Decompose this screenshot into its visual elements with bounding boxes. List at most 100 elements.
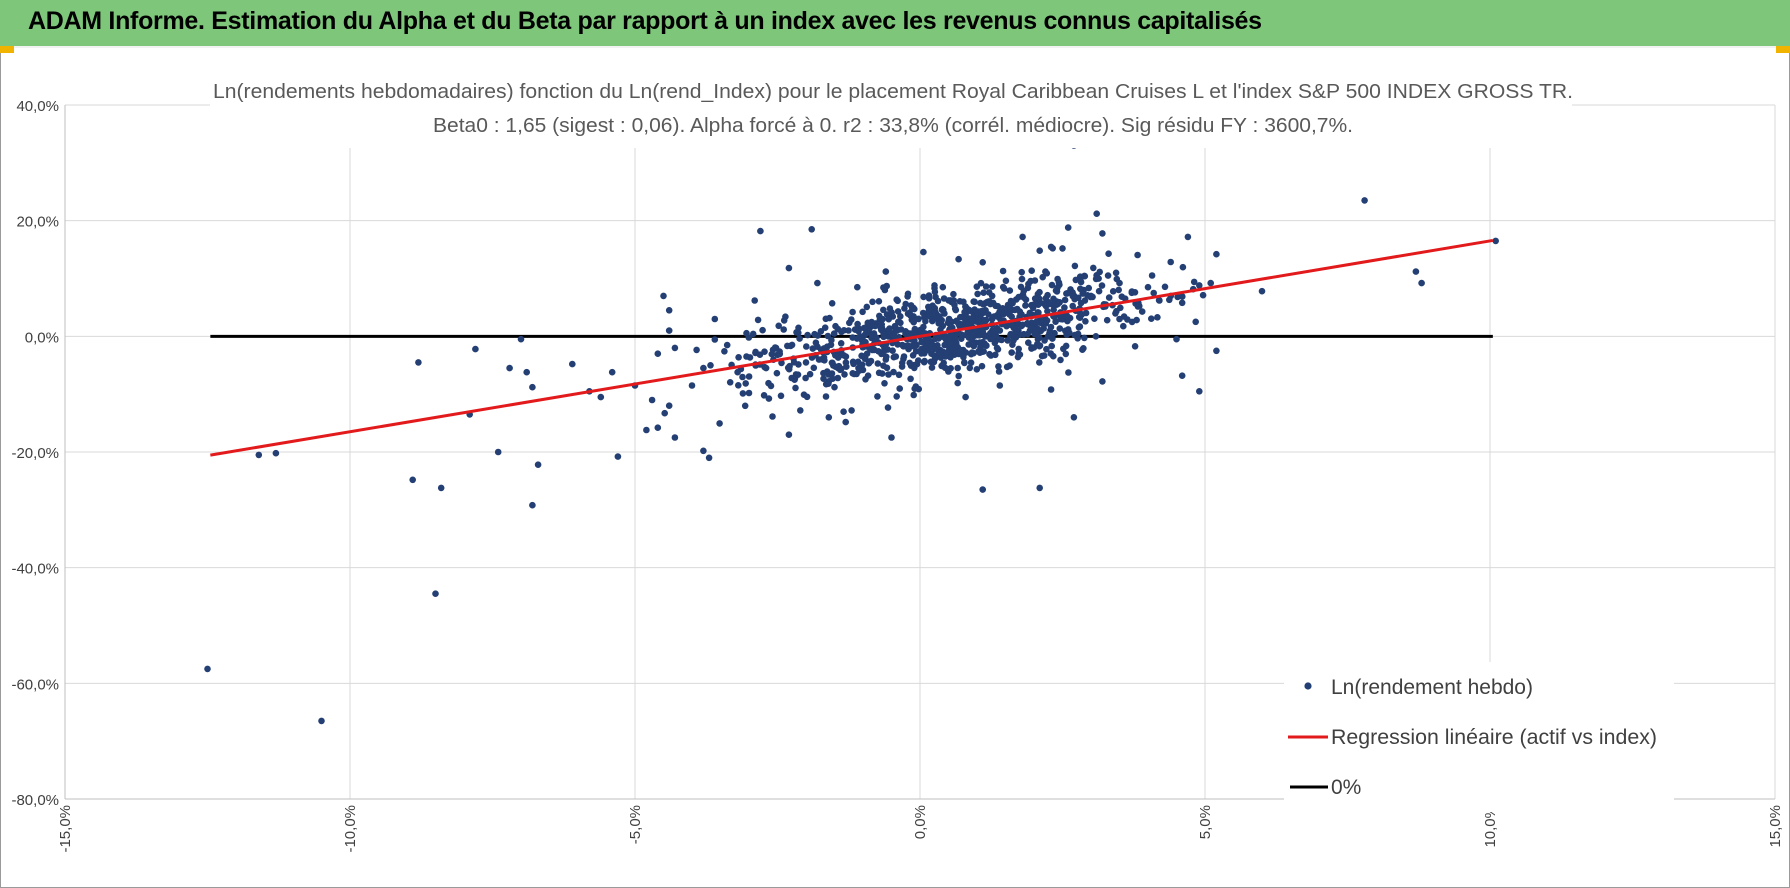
data-point — [749, 330, 757, 338]
data-point — [866, 320, 874, 328]
data-point — [1045, 300, 1053, 308]
data-point — [878, 321, 885, 328]
data-point — [1010, 337, 1017, 344]
data-point — [1025, 339, 1032, 347]
data-point — [871, 322, 879, 330]
data-point — [1150, 289, 1157, 297]
data-point — [825, 380, 832, 388]
data-point — [1075, 324, 1083, 331]
data-point — [842, 418, 849, 426]
y-tick-label: -80,0% — [11, 792, 59, 809]
data-point — [1071, 262, 1079, 270]
data-point — [968, 349, 976, 356]
data-point — [980, 289, 987, 297]
data-point — [968, 336, 975, 344]
data-point — [745, 373, 753, 380]
data-point — [769, 413, 776, 420]
data-point — [739, 373, 746, 381]
data-point — [1052, 287, 1060, 294]
data-point — [978, 362, 986, 370]
chart-title-block: Ln(rendements hebdomadaires) fonction du… — [210, 72, 1573, 148]
data-point — [960, 353, 967, 361]
legend-marker-points — [1304, 682, 1312, 690]
data-point — [792, 384, 799, 392]
data-point — [534, 461, 542, 469]
data-point — [1036, 359, 1043, 366]
data-point — [1048, 342, 1055, 350]
data-point — [859, 308, 866, 316]
data-point — [1050, 295, 1057, 303]
data-point — [1007, 332, 1014, 339]
data-point — [1047, 243, 1055, 251]
data-point — [936, 313, 943, 320]
data-point — [671, 434, 679, 441]
data-point — [1033, 318, 1040, 325]
data-point — [971, 298, 978, 306]
data-point — [907, 375, 914, 383]
data-point — [941, 341, 948, 349]
data-point — [1148, 272, 1156, 279]
data-point — [1022, 302, 1029, 309]
data-point — [803, 393, 811, 401]
data-point — [1065, 369, 1072, 376]
data-point — [1064, 317, 1071, 325]
data-point — [415, 359, 422, 366]
data-point — [1069, 302, 1076, 310]
data-point — [1178, 372, 1186, 380]
data-point — [880, 362, 887, 370]
data-point — [1018, 311, 1025, 318]
data-point — [995, 363, 1002, 370]
data-point — [822, 393, 830, 400]
data-point — [881, 286, 889, 294]
data-point — [1074, 330, 1082, 338]
data-point — [1184, 233, 1192, 241]
data-point — [472, 345, 479, 353]
data-point — [828, 300, 836, 307]
data-point — [1155, 296, 1163, 304]
data-point — [924, 337, 932, 345]
data-point — [1035, 309, 1042, 316]
data-point — [739, 390, 747, 397]
data-point — [1148, 315, 1155, 323]
data-point — [882, 268, 890, 275]
data-point — [788, 374, 795, 382]
data-point — [1412, 268, 1420, 275]
data-point — [1192, 318, 1199, 326]
data-point — [892, 353, 900, 360]
data-point — [869, 298, 876, 306]
data-point — [1418, 279, 1425, 287]
data-point — [854, 320, 861, 328]
data-point — [741, 402, 749, 410]
data-point — [1043, 270, 1051, 277]
data-point — [1075, 294, 1082, 302]
data-point — [897, 313, 904, 320]
data-point — [1064, 290, 1071, 297]
data-point — [788, 341, 796, 349]
data-point — [803, 343, 810, 350]
data-point — [1199, 291, 1207, 299]
data-point — [911, 325, 919, 333]
data-point — [895, 371, 903, 379]
data-point — [409, 476, 417, 484]
data-point — [1031, 277, 1039, 284]
data-point — [1079, 346, 1086, 354]
data-point — [1179, 293, 1186, 300]
data-point — [1057, 356, 1064, 364]
data-point — [849, 308, 856, 316]
data-point — [1059, 245, 1066, 252]
data-point — [935, 335, 942, 342]
data-point — [255, 451, 263, 459]
data-point — [904, 293, 911, 300]
data-point — [812, 339, 820, 347]
data-point — [660, 292, 667, 300]
data-point — [976, 339, 984, 346]
data-point — [977, 279, 985, 287]
data-point — [966, 364, 974, 372]
x-tick-label: 10,0% — [1482, 805, 1499, 848]
data-point — [1120, 322, 1127, 330]
data-point — [918, 350, 925, 357]
data-point — [1118, 293, 1126, 301]
data-point — [991, 332, 998, 340]
data-point — [1018, 275, 1026, 283]
data-point — [975, 348, 982, 355]
